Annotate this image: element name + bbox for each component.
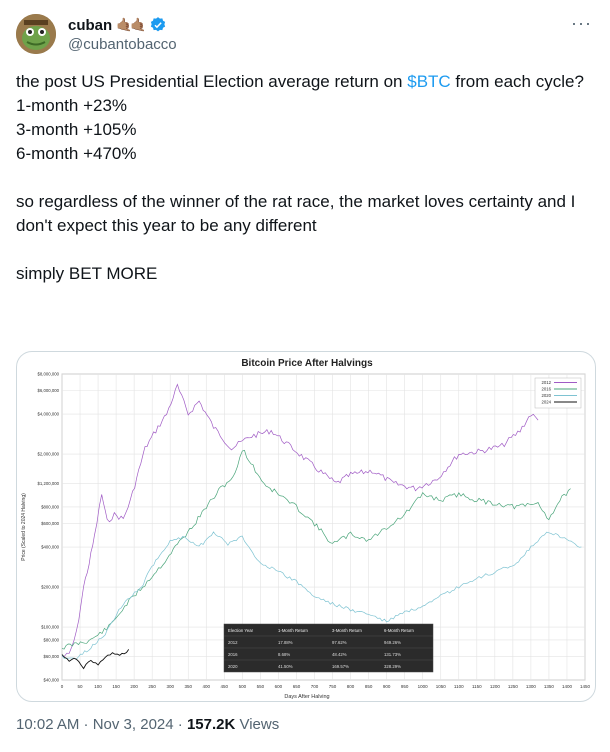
- x-tick-label: 300: [166, 684, 174, 689]
- x-tick-label: 1350: [544, 684, 555, 689]
- x-tick-label: 750: [329, 684, 337, 689]
- x-tick-label: 1150: [472, 684, 482, 689]
- table-cell: 17.88%: [278, 640, 293, 645]
- tweet-text-body: 1-month +23% 3-month +105% 6-month +470%…: [16, 96, 576, 283]
- series-line-2024: [61, 649, 130, 670]
- y-tick-label: $100,000: [41, 625, 60, 630]
- y-tick-label: $6,000,000: [37, 388, 59, 393]
- tweet-text-part: the post US Presidential Election averag…: [16, 72, 408, 91]
- verified-badge-icon: [150, 17, 165, 32]
- y-tick-label: $2,000,000: [37, 452, 59, 457]
- x-tick-label: 450: [221, 684, 229, 689]
- x-axis-label: Days After Halving: [284, 694, 329, 700]
- x-tick-label: 900: [383, 684, 391, 689]
- x-tick-label: 650: [293, 684, 301, 689]
- table-cell: 2020: [228, 664, 238, 669]
- x-tick-label: 500: [239, 684, 247, 689]
- x-tick-label: 1250: [508, 684, 519, 689]
- table-header-cell: Election Year: [228, 628, 254, 633]
- y-tick-label: $60,000: [43, 654, 59, 659]
- y-axis-label: Price (Scaled to 2024 Halving): [21, 493, 27, 561]
- y-tick-label: $200,000: [41, 585, 60, 590]
- series-line-2016: [61, 449, 571, 650]
- y-tick-label: $800,000: [41, 504, 60, 509]
- views-label: Views: [235, 716, 280, 733]
- y-tick-label: $400,000: [41, 545, 60, 550]
- series-line-2020: [61, 531, 582, 660]
- x-tick-label: 700: [311, 684, 319, 689]
- x-tick-label: 1300: [526, 684, 537, 689]
- x-tick-label: 0: [61, 684, 64, 689]
- y-tick-label: $8,000,000: [37, 372, 59, 377]
- x-tick-label: 200: [130, 684, 138, 689]
- table-cell: 2012: [228, 640, 238, 645]
- tweet-text: the post US Presidential Election averag…: [16, 70, 586, 286]
- name-row: cuban 🤙🏽🤙🏽: [68, 16, 167, 34]
- x-tick-label: 150: [112, 684, 120, 689]
- x-tick-label: 1000: [418, 684, 429, 689]
- table-cell: 949.26%: [384, 640, 401, 645]
- y-tick-label: $80,000: [43, 637, 59, 642]
- table-cell: 41.50%: [278, 664, 293, 669]
- tweet-meta: 10:02 AM · Nov 3, 2024 · 157.2K Views: [16, 716, 279, 733]
- y-tick-label: $600,000: [41, 521, 60, 526]
- halving-chart: Bitcoin Price After Halvings 0 50 100 150 200…: [21, 358, 591, 700]
- x-tick-label: 400: [203, 684, 211, 689]
- x-tick-label: 1200: [490, 684, 501, 689]
- more-horizontal-icon[interactable]: ···: [571, 13, 592, 33]
- tweet-header: cuban 🤙🏽🤙🏽 @cubantobacco ···: [16, 12, 594, 60]
- y-tick-label: $4,000,000: [37, 412, 59, 417]
- x-tick-label: 1450: [580, 684, 591, 689]
- x-tick-label: 1100: [454, 684, 464, 689]
- x-tick-label: 600: [275, 684, 283, 689]
- table-cell: 8.68%: [278, 652, 290, 657]
- chart-title: Bitcoin Price After Halvings: [241, 358, 373, 369]
- x-tick-label: 50: [78, 684, 84, 689]
- y-tick-label: $40,000: [43, 678, 59, 683]
- legend-label: 2024: [541, 400, 551, 405]
- legend-label: 2012: [541, 380, 551, 385]
- user-handle[interactable]: @cubantobacco: [68, 36, 177, 53]
- display-name[interactable]: cuban: [68, 16, 113, 34]
- tweet-text-part: from each cycle?: [450, 72, 584, 91]
- x-tick-label: 550: [257, 684, 265, 689]
- legend-label: 2016: [541, 387, 551, 392]
- table-header-cell: 1-Month Return: [278, 628, 308, 633]
- series-line-2012: [61, 383, 539, 657]
- table-cell: 48.42%: [332, 652, 347, 657]
- table-header-cell: 3-Month Return: [332, 628, 362, 633]
- cashtag-link[interactable]: $BTC: [407, 72, 451, 91]
- y-tick-label: $1,200,000: [37, 481, 59, 486]
- frog-avatar-icon: [16, 14, 56, 54]
- avatar[interactable]: [16, 14, 56, 54]
- x-tick-label: 1400: [562, 684, 573, 689]
- table-cell: 131.73%: [384, 652, 401, 657]
- views-count: 157.2K: [186, 716, 236, 733]
- x-tick-label: 950: [401, 684, 409, 689]
- table-header-cell: 6-Month Return: [384, 628, 414, 633]
- table-cell: 328.29%: [384, 664, 401, 669]
- timestamp[interactable]: 10:02 AM · Nov 3, 2024 ·: [16, 716, 187, 733]
- table-cell: 2016: [228, 652, 238, 657]
- tweet-image[interactable]: Bitcoin Price After Halvings 0 50 100 150 200…: [16, 351, 596, 702]
- table-cell: 97.62%: [332, 640, 347, 645]
- x-tick-label: 800: [347, 684, 355, 689]
- table-cell: 169.57%: [332, 664, 349, 669]
- x-tick-label: 250: [148, 684, 156, 689]
- name-emoji: 🤙🏽🤙🏽: [116, 17, 146, 32]
- x-tick-label: 850: [365, 684, 373, 689]
- x-tick-label: 1050: [436, 684, 447, 689]
- legend-label: 2020: [541, 393, 551, 398]
- x-tick-label: 100: [94, 684, 102, 689]
- x-tick-label: 350: [184, 684, 192, 689]
